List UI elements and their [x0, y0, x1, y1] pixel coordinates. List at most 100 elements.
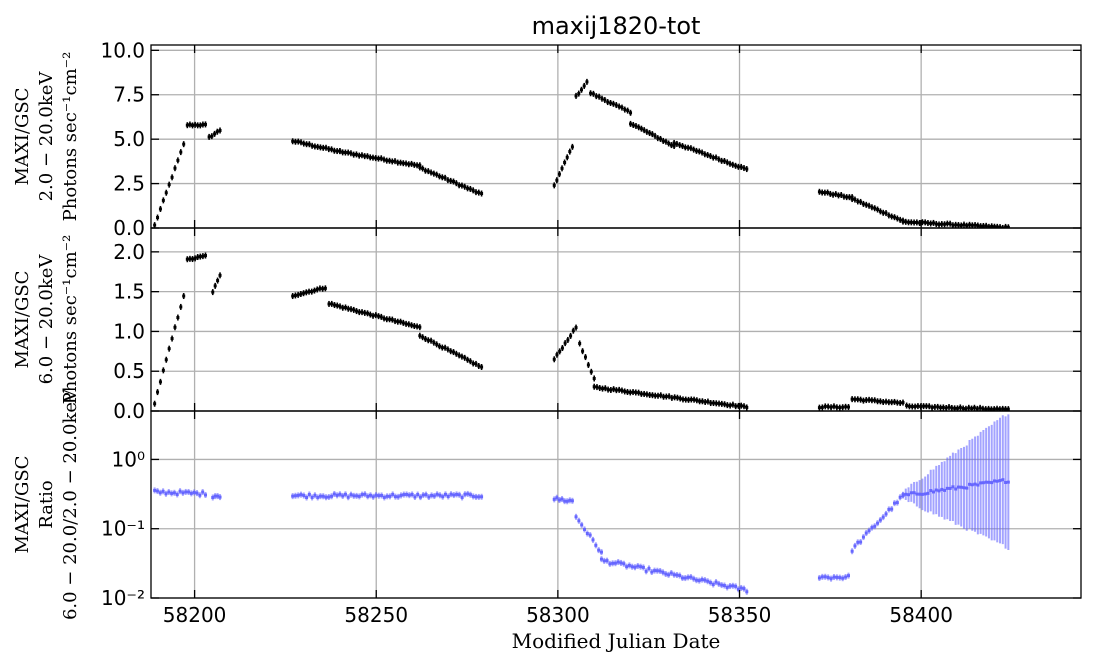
- data-point: [363, 154, 367, 158]
- data-point: [893, 501, 897, 505]
- data-point: [211, 290, 215, 294]
- data-point: [179, 150, 183, 154]
- data-point: [703, 578, 707, 582]
- data-point: [647, 566, 651, 570]
- data-point: [592, 385, 596, 389]
- data-point: [291, 494, 295, 498]
- data-point: [856, 397, 860, 401]
- data-point: [368, 493, 372, 497]
- data-point: [876, 208, 880, 212]
- data-point: [847, 195, 851, 199]
- data-point: [642, 392, 646, 396]
- data-point: [354, 152, 358, 156]
- data-point: [861, 535, 865, 539]
- data-point: [962, 223, 966, 227]
- data-point: [207, 135, 211, 139]
- data-point: [734, 404, 738, 408]
- data-point: [471, 361, 475, 365]
- x-tick-label: 58250: [344, 603, 408, 627]
- data-point: [1001, 226, 1005, 228]
- data-point: [474, 362, 478, 366]
- data-point: [820, 191, 824, 195]
- data-point: [629, 111, 633, 115]
- data-point: [327, 495, 331, 499]
- data-point: [636, 564, 640, 568]
- data-point: [594, 543, 598, 547]
- data-point: [837, 193, 841, 197]
- data-point: [560, 346, 564, 350]
- data-point: [694, 149, 698, 153]
- data-point: [577, 92, 581, 96]
- data-point: [714, 156, 718, 160]
- data-point: [167, 490, 171, 494]
- data-point: [305, 142, 309, 146]
- data-point: [614, 388, 618, 392]
- data-point: [987, 407, 991, 411]
- data-point: [834, 192, 838, 196]
- data-point: [600, 97, 604, 101]
- data-point: [164, 492, 168, 496]
- data-point: [979, 224, 983, 228]
- data-point: [380, 493, 384, 497]
- data-point: [859, 200, 863, 204]
- data-point: [893, 400, 897, 404]
- data-point: [463, 185, 467, 189]
- data-point: [667, 141, 671, 145]
- data-point: [881, 515, 885, 519]
- data-point: [978, 406, 982, 410]
- data-point: [299, 140, 303, 144]
- data-point: [929, 489, 933, 493]
- data-point: [648, 131, 652, 135]
- data-point: [393, 495, 397, 499]
- data-point: [742, 166, 746, 170]
- data-point: [218, 128, 222, 132]
- data-point: [480, 192, 484, 196]
- data-point: [430, 493, 434, 497]
- y-tick-label: 10⁰: [112, 447, 145, 471]
- data-point: [611, 561, 615, 565]
- data-point: [1004, 225, 1008, 228]
- y-tick-label: 5.0: [113, 127, 145, 151]
- data-point: [193, 256, 197, 260]
- x-tick-label: 58300: [526, 603, 590, 627]
- data-point: [970, 223, 974, 227]
- data-point: [686, 146, 690, 150]
- data-point: [172, 491, 176, 495]
- data-point: [352, 494, 356, 498]
- data-point: [904, 492, 908, 496]
- data-point: [161, 368, 165, 372]
- data-point: [940, 222, 944, 226]
- data-point: [304, 290, 308, 294]
- data-point: [421, 493, 425, 497]
- data-point: [307, 142, 311, 146]
- data-point: [312, 289, 316, 293]
- data-point: [352, 308, 356, 312]
- data-point: [605, 559, 609, 563]
- data-point: [728, 584, 732, 588]
- data-point: [563, 341, 567, 345]
- data-point: [745, 167, 749, 171]
- data-point: [335, 149, 339, 153]
- data-point: [687, 398, 691, 402]
- data-point: [597, 548, 601, 552]
- data-point: [602, 559, 606, 563]
- data-point: [346, 151, 350, 155]
- data-point: [968, 482, 972, 486]
- data-point: [338, 304, 342, 308]
- data-point: [642, 128, 646, 132]
- data-point: [368, 155, 372, 159]
- data-point: [471, 188, 475, 192]
- data-point: [454, 352, 458, 356]
- data-point: [826, 575, 830, 579]
- data-point: [555, 178, 559, 182]
- data-point: [681, 397, 685, 401]
- data-point: [460, 495, 464, 499]
- data-point: [670, 396, 674, 400]
- data-point: [820, 405, 824, 409]
- y-tick-label: 1.0: [113, 319, 145, 343]
- data-point: [299, 292, 303, 296]
- data-point: [570, 145, 574, 149]
- data-point: [659, 393, 663, 397]
- data-point: [357, 310, 361, 314]
- data-point: [625, 565, 629, 569]
